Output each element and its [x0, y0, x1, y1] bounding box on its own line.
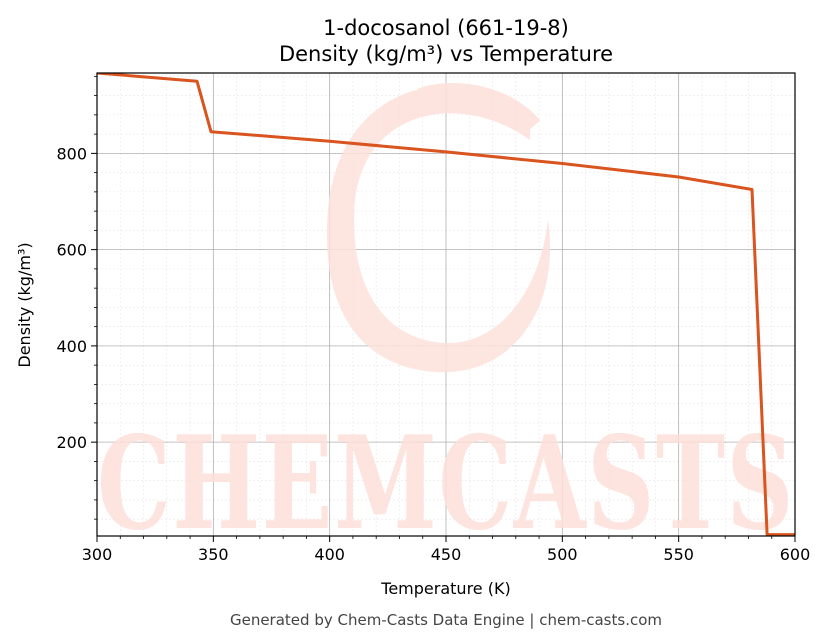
- y-axis: 200 400 600 800: [56, 75, 97, 520]
- y-axis-label: Density (kg/m³): [15, 242, 34, 367]
- y-tick-label: 600: [56, 241, 87, 260]
- watermark-logo-icon: [326, 82, 551, 373]
- x-tick-label: 600: [780, 545, 811, 564]
- x-tick-label: 400: [314, 545, 345, 564]
- x-tick-label: 450: [431, 545, 462, 564]
- series-layer: [97, 73, 795, 536]
- series-line: [97, 73, 795, 536]
- y-tick-label: 200: [56, 433, 87, 452]
- y-tick-label: 400: [56, 337, 87, 356]
- x-tick-label: 300: [82, 545, 113, 564]
- x-axis-label: Temperature (K): [380, 579, 510, 598]
- y-tick-label: 800: [56, 144, 87, 163]
- x-tick-label: 550: [663, 545, 694, 564]
- watermark-text: CHEMCASTS: [97, 409, 795, 559]
- x-tick-label: 350: [198, 545, 229, 564]
- x-tick-label: 500: [547, 545, 578, 564]
- chart-subtitle: Density (kg/m³) vs Temperature: [279, 42, 613, 66]
- watermark: CHEMCASTS: [97, 82, 795, 559]
- chart-title: 1-docosanol (661-19-8): [323, 16, 569, 40]
- footer-credit: Generated by Chem-Casts Data Engine | ch…: [230, 611, 662, 629]
- x-axis: 300 350 400 450 500 550 600: [82, 536, 811, 564]
